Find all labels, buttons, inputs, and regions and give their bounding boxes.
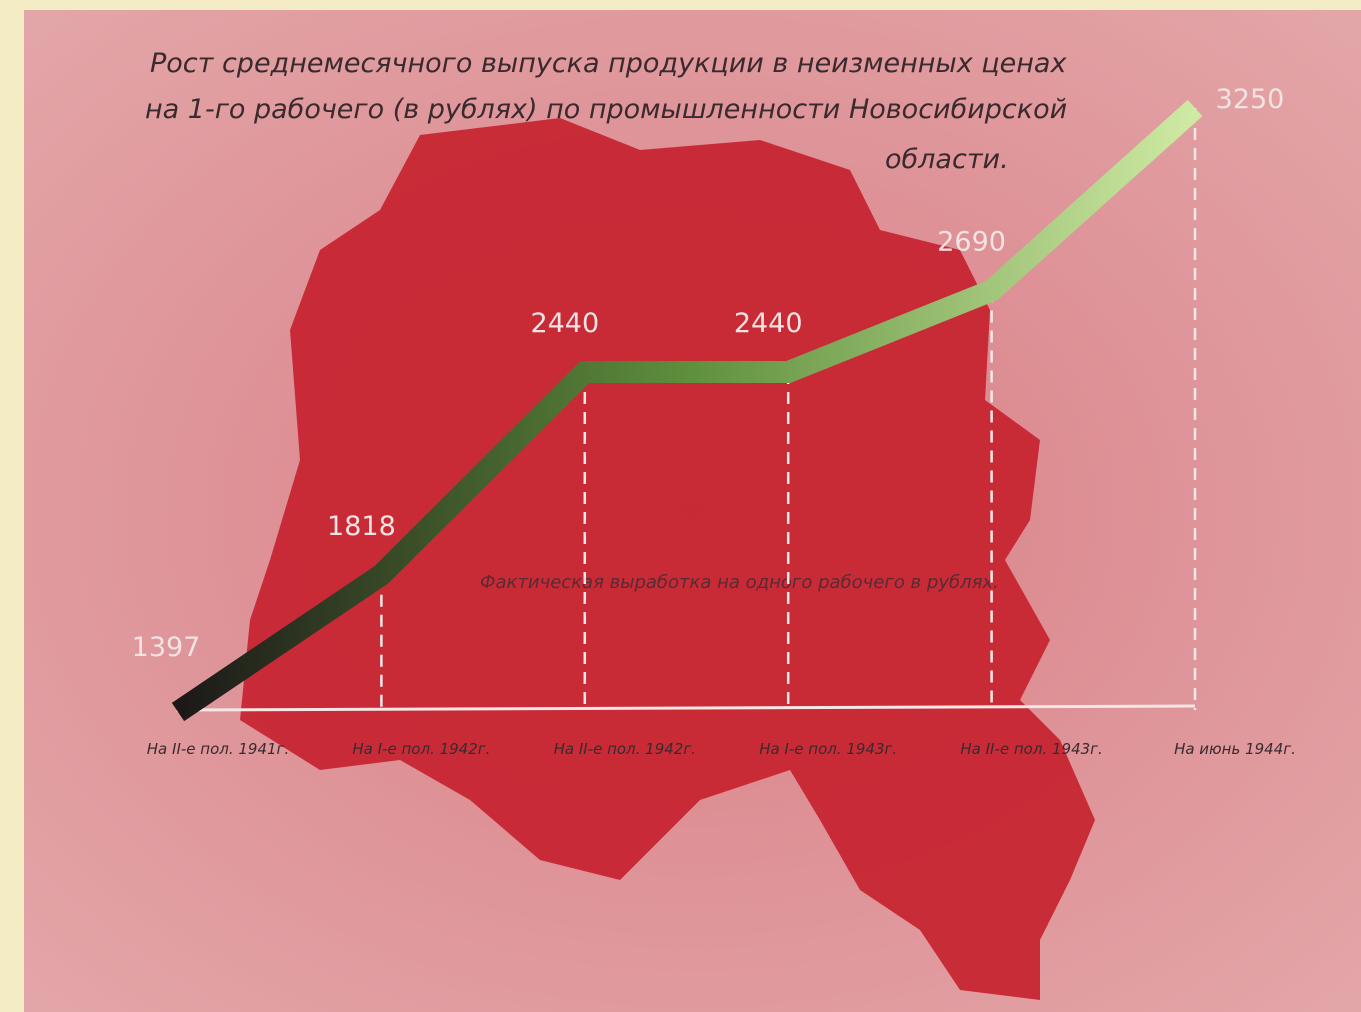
chart-title: Рост среднемесячного выпуска продукции в… [150,48,1067,79]
x-tick-label: На II-е пол. 1942г. [554,740,696,758]
annotation: Фактическая выработка на одного рабочего… [480,572,999,593]
value-label: 1397 [132,632,201,663]
value-label: 1818 [327,511,396,542]
chart-title: на 1-го рабочего (в рублях) по промышлен… [145,94,1067,125]
value-label: 2690 [937,227,1006,258]
chart-title: области. [885,144,1009,175]
baseline [177,704,1196,712]
value-label: 2440 [734,308,803,339]
data-line [171,99,1203,722]
x-tick-label: На I-е пол. 1942г. [352,740,490,758]
x-tick-label: На II-е пол. 1941г. [147,740,289,758]
value-label: 3250 [1216,84,1285,115]
x-tick-label: На II-е пол. 1943г. [960,740,1102,758]
value-label: 2440 [530,308,599,339]
x-tick-label: На I-е пол. 1943г. [759,740,897,758]
x-tick-label: На июнь 1944г. [1174,740,1296,758]
